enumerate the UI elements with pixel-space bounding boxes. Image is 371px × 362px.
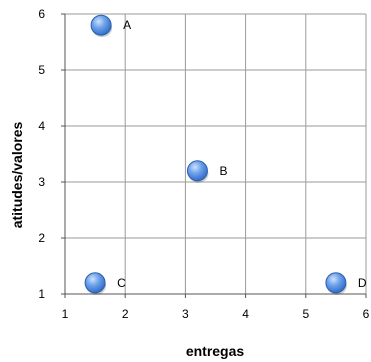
axes (61, 13, 367, 298)
point-marker (84, 272, 106, 294)
x-tick-label: 4 (242, 307, 249, 321)
y-tick-label: 5 (38, 63, 45, 77)
x-tick-label: 1 (62, 307, 69, 321)
y-tick-label: 3 (38, 175, 45, 189)
point-d: D (325, 272, 367, 295)
y-tick-label: 4 (38, 119, 45, 133)
x-tick-label: 3 (182, 307, 189, 321)
y-tick-label: 1 (38, 287, 45, 301)
y-axis-title: atitudes/valores (9, 121, 25, 228)
point-b: B (186, 160, 227, 183)
x-tick-label: 6 (363, 307, 370, 321)
x-axis-title: entregas (186, 343, 245, 359)
point-marker (186, 160, 208, 182)
point-label: B (219, 164, 227, 178)
point-marker (325, 272, 347, 294)
point-label: D (358, 276, 367, 290)
x-tick-label: 2 (122, 307, 129, 321)
y-tick-label: 6 (38, 7, 45, 21)
point-c: C (84, 272, 126, 295)
point-label: A (123, 18, 131, 32)
point-marker (90, 14, 112, 36)
x-tick-label: 5 (302, 307, 309, 321)
tick-labels: 1 2 3 4 5 6 1 2 3 4 5 6 (38, 7, 369, 321)
data-points: A B C D (84, 14, 367, 295)
y-tick-label: 2 (38, 231, 45, 245)
point-a: A (90, 14, 131, 38)
point-label: C (117, 276, 126, 290)
grid (65, 13, 367, 294)
